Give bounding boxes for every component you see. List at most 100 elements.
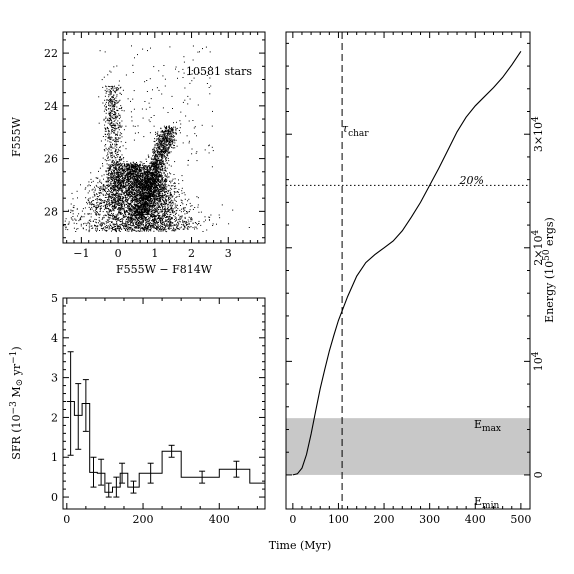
cmd-point xyxy=(154,185,156,187)
cmd-point xyxy=(149,165,151,167)
cmd-point xyxy=(162,143,164,144)
cmd-point xyxy=(131,185,133,187)
cmd-point xyxy=(115,150,116,152)
cmd-point xyxy=(158,164,160,166)
cmd-point xyxy=(118,191,119,193)
cmd-point xyxy=(129,221,131,223)
cmd-point xyxy=(107,213,109,215)
cmd-point xyxy=(117,195,119,196)
cmd-point xyxy=(129,188,130,190)
cmd-point xyxy=(167,136,169,138)
cmd-point xyxy=(115,148,117,150)
cmd-point xyxy=(136,225,138,227)
cmd-point xyxy=(168,224,170,226)
cmd-point xyxy=(113,163,115,165)
cmd-point xyxy=(99,208,101,210)
cmd-point xyxy=(135,163,137,165)
cmd-point xyxy=(143,224,144,226)
cmd-point xyxy=(114,183,116,185)
cmd-point xyxy=(110,165,112,167)
cmd-point xyxy=(111,155,113,156)
cmd-point xyxy=(115,139,117,141)
cmd-point xyxy=(94,224,95,226)
cmd-point xyxy=(159,148,161,150)
cmd-point xyxy=(154,175,156,176)
cmd-point xyxy=(158,150,160,152)
cmd-point xyxy=(123,192,125,194)
cmd-point xyxy=(114,104,116,106)
cmd-point xyxy=(170,228,172,229)
cmd-point xyxy=(128,186,130,188)
cmd-point xyxy=(96,193,98,195)
cmd-point xyxy=(110,141,112,143)
cmd-point xyxy=(137,193,139,195)
cmd-point xyxy=(146,202,148,204)
cmd-point xyxy=(129,187,131,189)
cmd-point xyxy=(140,198,142,200)
cmd-point xyxy=(110,166,111,168)
cmd-point xyxy=(144,178,146,180)
cmd-point xyxy=(72,210,74,212)
cmd-point xyxy=(164,150,166,152)
cmd-point xyxy=(129,180,131,182)
cmd-point xyxy=(151,181,153,183)
cmd-point xyxy=(160,152,162,154)
cmd-point xyxy=(166,137,168,139)
cmd-point xyxy=(109,169,111,171)
cmd-point xyxy=(166,145,168,146)
cmd-point xyxy=(145,174,147,176)
cmd-point xyxy=(114,145,116,147)
cmd-point xyxy=(133,187,135,189)
cmd-point xyxy=(88,201,90,203)
cmd-point xyxy=(126,194,128,196)
cmd-point xyxy=(144,165,146,167)
cmd-point xyxy=(142,190,144,192)
cmd-point xyxy=(132,212,134,214)
cmd-point xyxy=(146,190,148,192)
cmd-point xyxy=(100,202,102,204)
cmd-point xyxy=(106,204,108,206)
cmd-point xyxy=(116,89,118,91)
cmd-point xyxy=(133,178,135,180)
cmd-point xyxy=(104,190,105,191)
cmd-point xyxy=(122,208,124,210)
cmd-point xyxy=(162,206,164,208)
cmd-point xyxy=(165,138,167,140)
cmd-point xyxy=(130,200,132,202)
cmd-point xyxy=(161,202,163,204)
cmd-point xyxy=(169,207,171,209)
cmd-point xyxy=(115,218,117,220)
cmd-point xyxy=(164,198,166,200)
cmd-point xyxy=(110,177,112,179)
cmd-point xyxy=(156,132,158,134)
cmd-point xyxy=(137,182,139,184)
cmd-point xyxy=(167,208,169,210)
cmd-point xyxy=(163,189,165,191)
cmd-point xyxy=(112,86,113,88)
cmd-point xyxy=(132,228,134,230)
cmd-point xyxy=(161,166,163,168)
cmd-point xyxy=(103,174,105,176)
cmd-point xyxy=(105,215,107,217)
cmd-point xyxy=(126,226,128,228)
cmd-point xyxy=(103,184,105,186)
cmd-point xyxy=(102,228,104,230)
cmd-point xyxy=(118,183,120,185)
cmd-point xyxy=(106,167,108,169)
cmd-point xyxy=(169,138,171,140)
cmd-point xyxy=(160,228,161,230)
cmd-point xyxy=(121,228,123,230)
cmd-point xyxy=(181,202,183,204)
cmd-point xyxy=(151,202,153,204)
cmd-point xyxy=(166,147,168,149)
cmd-point xyxy=(119,178,120,179)
cmd-point xyxy=(113,182,115,184)
cmd-point xyxy=(155,161,157,163)
cmd-point xyxy=(129,213,131,215)
cmd-point xyxy=(135,169,137,171)
cmd-point xyxy=(148,171,150,173)
cmd-point xyxy=(151,161,153,163)
cmd-point xyxy=(158,154,160,156)
cmd-point xyxy=(119,224,121,226)
cmd-point xyxy=(135,180,137,182)
